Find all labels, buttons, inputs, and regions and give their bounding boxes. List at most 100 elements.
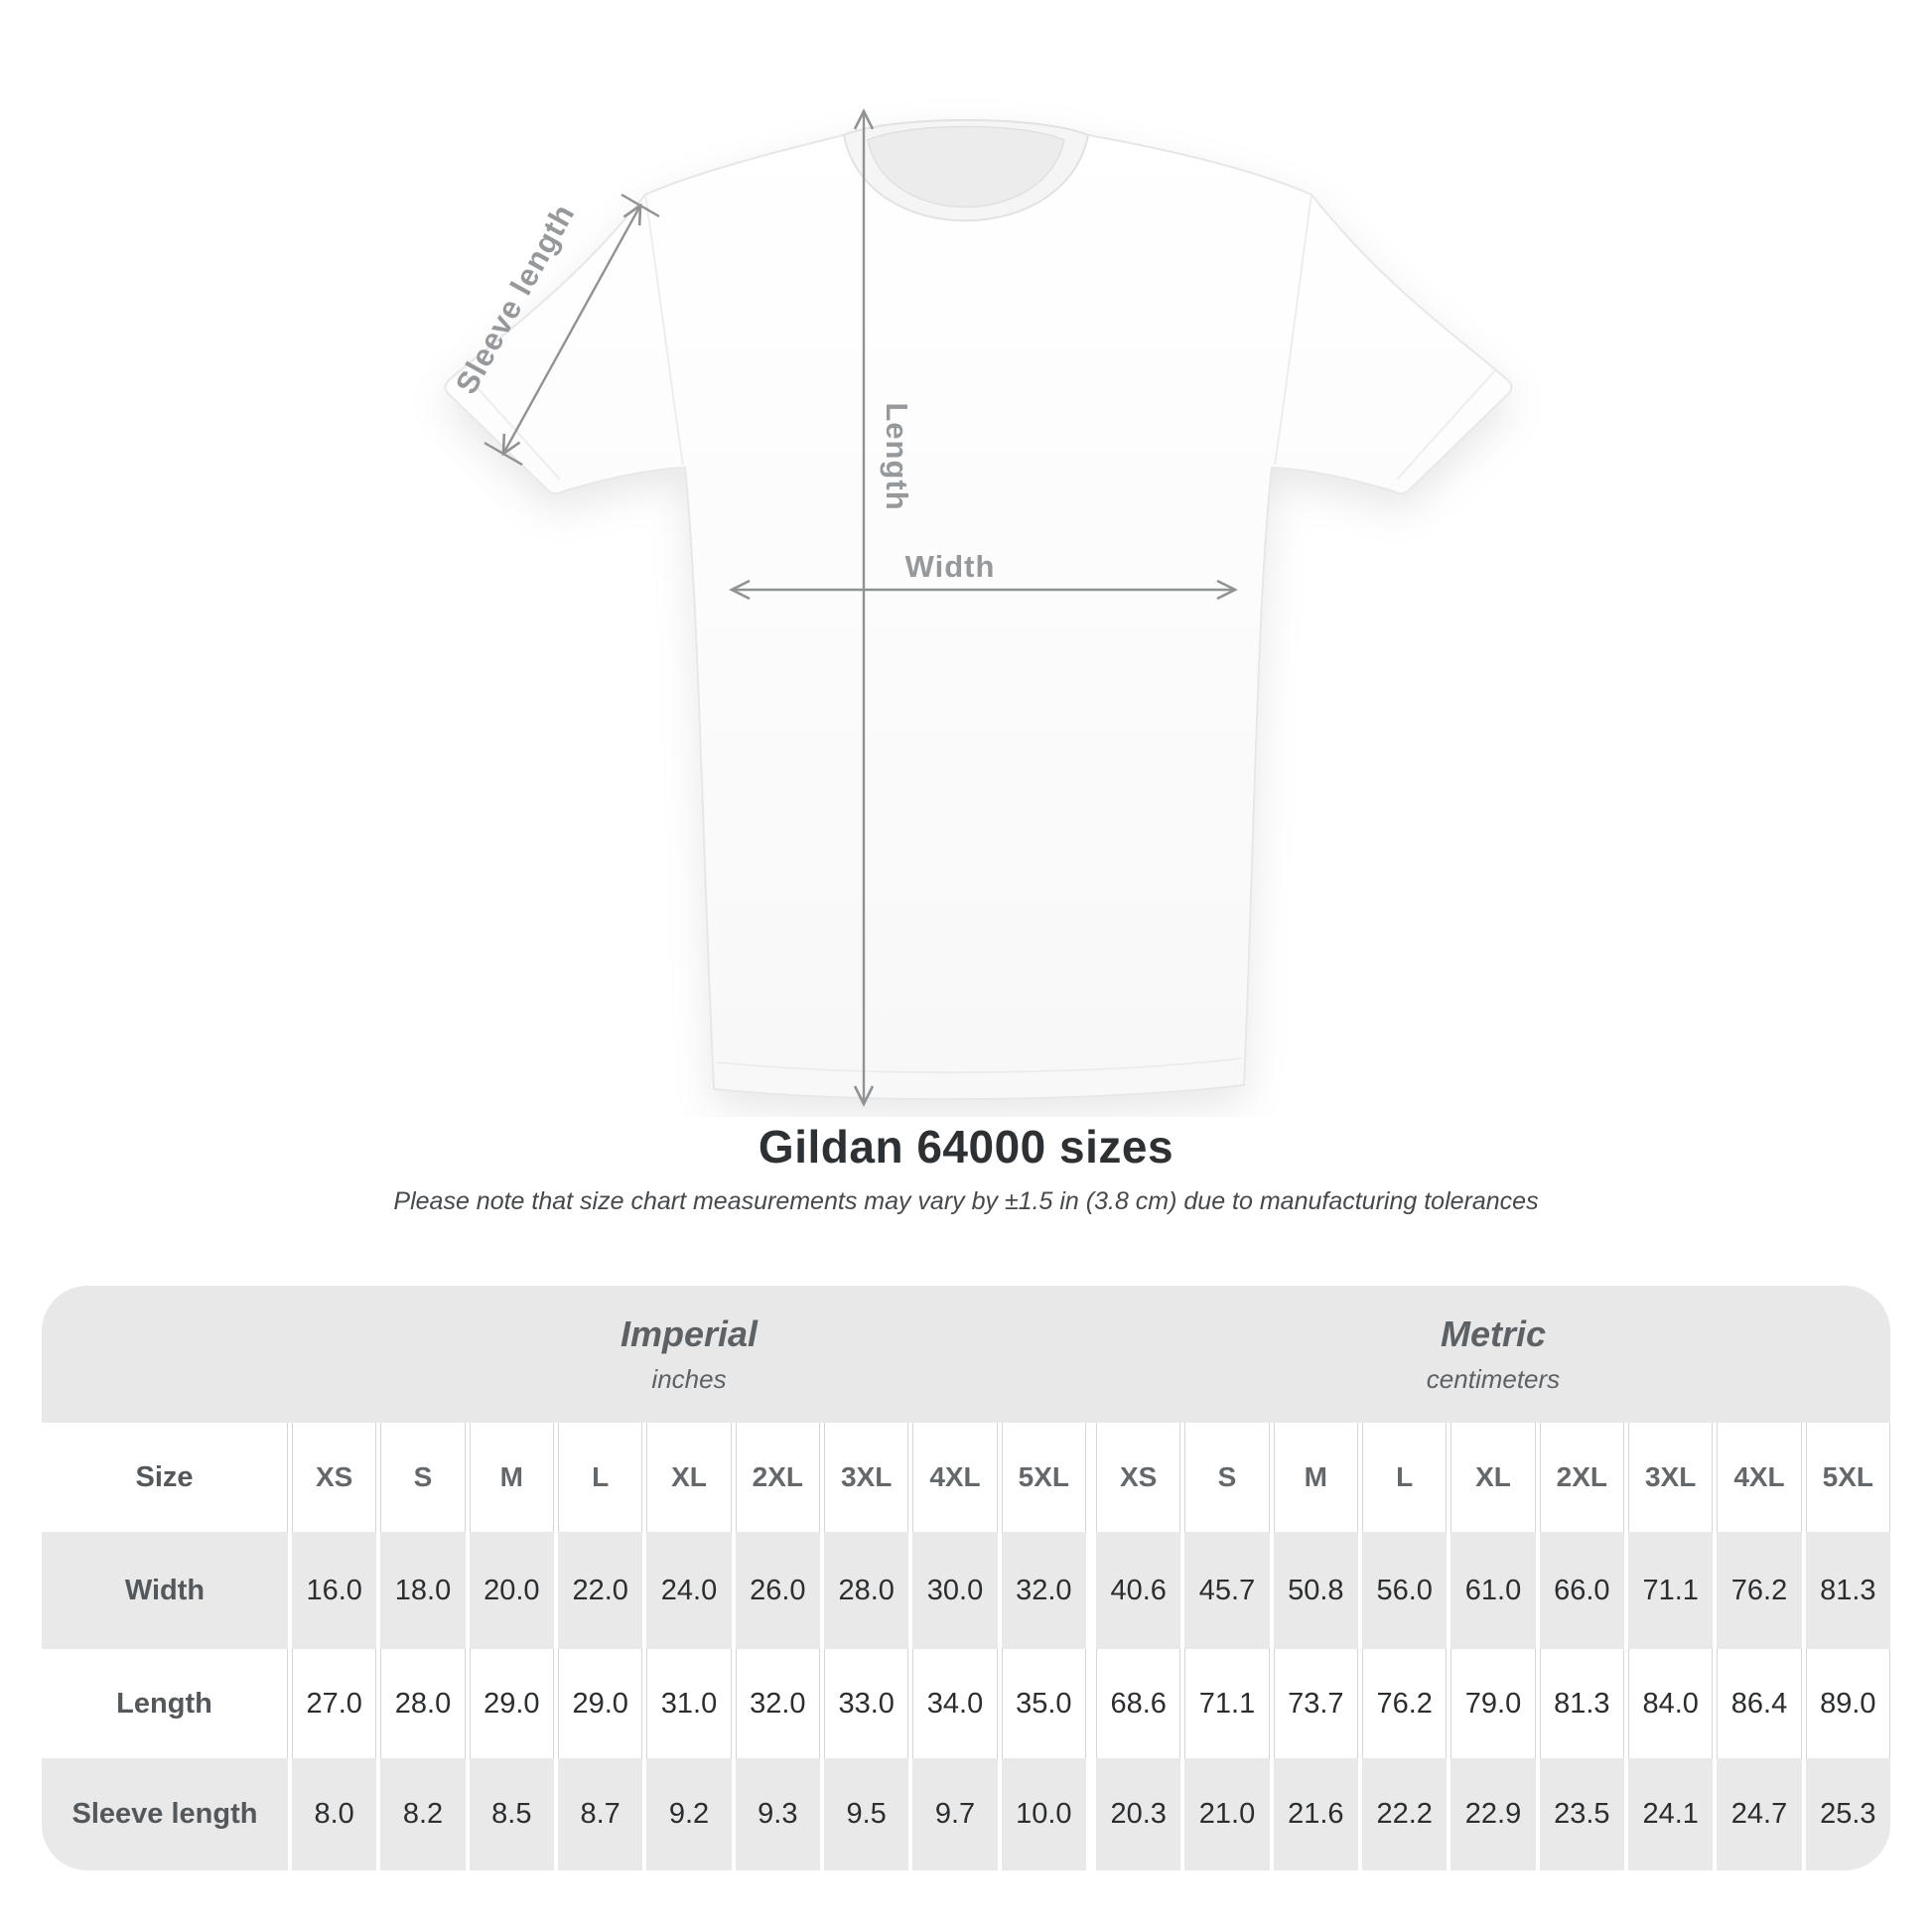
value-cell: 40.6 bbox=[1096, 1532, 1181, 1649]
value-cell: 25.3 bbox=[1805, 1758, 1890, 1870]
value-cell: 24.7 bbox=[1717, 1758, 1802, 1870]
value-cell: 21.0 bbox=[1184, 1758, 1270, 1870]
size-col-header: M bbox=[1273, 1423, 1358, 1532]
value-cell: 9.5 bbox=[824, 1758, 909, 1870]
size-col-header: 3XL bbox=[824, 1423, 909, 1532]
value-cell: 10.0 bbox=[1001, 1758, 1086, 1870]
length-label: Length bbox=[880, 402, 914, 510]
page-title: Gildan 64000 sizes bbox=[758, 1121, 1174, 1173]
section-spacer bbox=[1090, 1758, 1092, 1870]
value-cell: 21.6 bbox=[1273, 1758, 1358, 1870]
value-cell: 50.8 bbox=[1273, 1532, 1358, 1649]
value-cell: 24.1 bbox=[1628, 1758, 1714, 1870]
size-col-header: 4XL bbox=[1717, 1423, 1802, 1532]
value-cell: 76.2 bbox=[1362, 1649, 1448, 1758]
value-cell: 22.2 bbox=[1362, 1758, 1448, 1870]
value-cell: 73.7 bbox=[1273, 1649, 1358, 1758]
value-cell: 76.2 bbox=[1717, 1532, 1802, 1649]
value-cell: 30.0 bbox=[912, 1532, 998, 1649]
width-label: Width bbox=[905, 549, 996, 584]
metric-label: Metric bbox=[1440, 1313, 1547, 1354]
value-cell: 79.0 bbox=[1450, 1649, 1536, 1758]
value-cell: 26.0 bbox=[735, 1532, 820, 1649]
section-spacer bbox=[1090, 1423, 1092, 1532]
size-table: Imperial inches Metric centimeters Size X… bbox=[42, 1286, 1890, 1870]
value-cell: 29.0 bbox=[469, 1649, 554, 1758]
value-cell: 8.5 bbox=[469, 1758, 554, 1870]
sleeve-length-arrow bbox=[483, 193, 660, 467]
size-column-header: Size bbox=[42, 1423, 288, 1532]
value-cell: 71.1 bbox=[1628, 1532, 1714, 1649]
size-col-header: M bbox=[469, 1423, 554, 1532]
size-grid: Size XS S M L XL 2XL 3XL 4XL 5XL XS S M L XL 2XL 3XL 4XL 5… bbox=[42, 1423, 1890, 1870]
heading-block: Gildan 64000 sizes Please note that size… bbox=[0, 1120, 1932, 1216]
value-cell: 71.1 bbox=[1184, 1649, 1270, 1758]
value-cell: 20.3 bbox=[1096, 1758, 1181, 1870]
value-cell: 9.2 bbox=[646, 1758, 732, 1870]
value-cell: 84.0 bbox=[1628, 1649, 1714, 1758]
value-cell: 22.0 bbox=[558, 1532, 643, 1649]
tshirt-diagram: Sleeve length Length Width bbox=[444, 108, 1513, 1107]
value-cell: 45.7 bbox=[1184, 1532, 1270, 1649]
value-cell: 28.0 bbox=[380, 1649, 466, 1758]
size-col-header: 2XL bbox=[1539, 1423, 1624, 1532]
value-cell: 16.0 bbox=[292, 1532, 377, 1649]
table-header-imperial: Imperial inches bbox=[292, 1313, 1086, 1395]
value-cell: 20.0 bbox=[469, 1532, 554, 1649]
size-col-header: XS bbox=[1096, 1423, 1181, 1532]
metric-unit: centimeters bbox=[1426, 1364, 1561, 1394]
value-cell: 31.0 bbox=[646, 1649, 732, 1758]
value-cell: 56.0 bbox=[1362, 1532, 1448, 1649]
value-cell: 22.9 bbox=[1450, 1758, 1536, 1870]
seam-lines bbox=[460, 194, 1497, 1074]
dimension-tick bbox=[483, 441, 523, 467]
size-col-header: 5XL bbox=[1805, 1423, 1890, 1532]
size-col-header: S bbox=[380, 1423, 466, 1532]
size-col-header: XL bbox=[1450, 1423, 1536, 1532]
value-cell: 29.0 bbox=[558, 1649, 643, 1758]
value-cell: 23.5 bbox=[1539, 1758, 1624, 1870]
size-col-header: L bbox=[1362, 1423, 1448, 1532]
table-header-band: Imperial inches Metric centimeters bbox=[42, 1286, 1890, 1423]
value-cell: 68.6 bbox=[1096, 1649, 1181, 1758]
value-cell: 34.0 bbox=[912, 1649, 998, 1758]
row-label: Length bbox=[42, 1649, 288, 1758]
size-col-header: S bbox=[1184, 1423, 1270, 1532]
tshirt-graphic bbox=[444, 119, 1513, 1101]
size-col-header: L bbox=[558, 1423, 643, 1532]
size-col-header: 5XL bbox=[1001, 1423, 1086, 1532]
value-cell: 81.3 bbox=[1805, 1532, 1890, 1649]
value-cell: 9.7 bbox=[912, 1758, 998, 1870]
dimension-tick bbox=[621, 193, 660, 218]
value-cell: 81.3 bbox=[1539, 1649, 1624, 1758]
size-col-header: XS bbox=[292, 1423, 377, 1532]
value-cell: 89.0 bbox=[1805, 1649, 1890, 1758]
value-cell: 8.0 bbox=[292, 1758, 377, 1870]
row-label: Sleeve length bbox=[42, 1758, 288, 1870]
size-col-header: 3XL bbox=[1628, 1423, 1714, 1532]
value-cell: 28.0 bbox=[824, 1532, 909, 1649]
size-col-header: 2XL bbox=[735, 1423, 820, 1532]
value-cell: 35.0 bbox=[1001, 1649, 1086, 1758]
size-col-header: XL bbox=[646, 1423, 732, 1532]
table-header-metric: Metric centimeters bbox=[1096, 1313, 1890, 1395]
imperial-unit: inches bbox=[651, 1364, 727, 1394]
value-cell: 8.2 bbox=[380, 1758, 466, 1870]
value-cell: 61.0 bbox=[1450, 1532, 1536, 1649]
value-cell: 66.0 bbox=[1539, 1532, 1624, 1649]
value-cell: 33.0 bbox=[824, 1649, 909, 1758]
size-col-header: 4XL bbox=[912, 1423, 998, 1532]
value-cell: 9.3 bbox=[735, 1758, 820, 1870]
value-cell: 24.0 bbox=[646, 1532, 732, 1649]
value-cell: 27.0 bbox=[292, 1649, 377, 1758]
value-cell: 32.0 bbox=[735, 1649, 820, 1758]
section-spacer bbox=[1090, 1532, 1092, 1649]
imperial-label: Imperial bbox=[620, 1313, 759, 1354]
value-cell: 18.0 bbox=[380, 1532, 466, 1649]
tolerance-note: Please note that size chart measurements… bbox=[393, 1187, 1539, 1215]
section-spacer bbox=[1090, 1649, 1092, 1758]
value-cell: 32.0 bbox=[1001, 1532, 1086, 1649]
value-cell: 86.4 bbox=[1717, 1649, 1802, 1758]
value-cell: 8.7 bbox=[558, 1758, 643, 1870]
